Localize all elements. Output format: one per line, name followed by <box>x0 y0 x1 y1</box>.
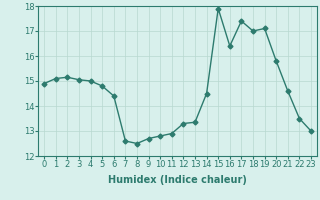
X-axis label: Humidex (Indice chaleur): Humidex (Indice chaleur) <box>108 175 247 185</box>
